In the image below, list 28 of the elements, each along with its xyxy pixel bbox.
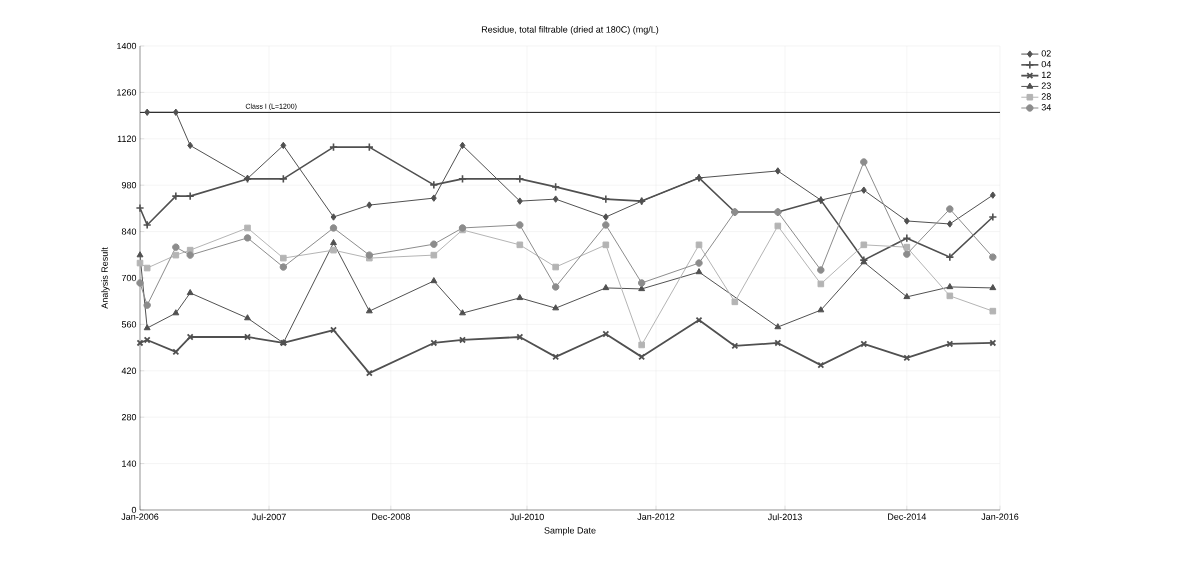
y-tick-label: 140 xyxy=(122,460,137,467)
y-tick-label: 280 xyxy=(121,414,137,421)
y-tick-label: 840 xyxy=(121,228,137,235)
y-tick-label: 420 xyxy=(121,367,137,374)
legend-label: 34 xyxy=(1041,104,1052,111)
legend-label: 04 xyxy=(1041,60,1052,68)
legend-label: 12 xyxy=(1041,71,1051,79)
y-tick-label: 1260 xyxy=(117,89,137,96)
y-tick-label: 560 xyxy=(121,321,137,328)
legend-label: 02 xyxy=(1041,50,1051,57)
x-tick-label: Jan-2012 xyxy=(637,513,675,520)
y-tick-label: 1120 xyxy=(117,135,137,142)
y-tick-label: 700 xyxy=(121,274,137,282)
x-tick-label: Jan-2006 xyxy=(121,513,159,520)
y-tick-label: 1400 xyxy=(117,42,137,50)
x-tick-label: Jan-2016 xyxy=(981,513,1019,520)
x-tick-label: Jul-2007 xyxy=(251,513,286,521)
x-tick-label: Jul-2010 xyxy=(509,513,544,521)
x-tick-label: Dec-2008 xyxy=(372,513,410,520)
y-tick-label: 980 xyxy=(121,182,137,189)
chart-title: Residue, total filtrable (dried at 180C) (mg/L) xyxy=(481,26,659,35)
x-axis-title: Sample Date xyxy=(544,526,596,536)
x-tick-label: Jul-2013 xyxy=(767,513,802,521)
legend-label: 28 xyxy=(1041,93,1051,100)
y-axis-title: Analysis Result xyxy=(101,247,110,309)
legend-label: 23 xyxy=(1041,82,1051,89)
y-tick-label: 0 xyxy=(131,506,137,514)
x-tick-label: Dec-2014 xyxy=(888,513,927,520)
